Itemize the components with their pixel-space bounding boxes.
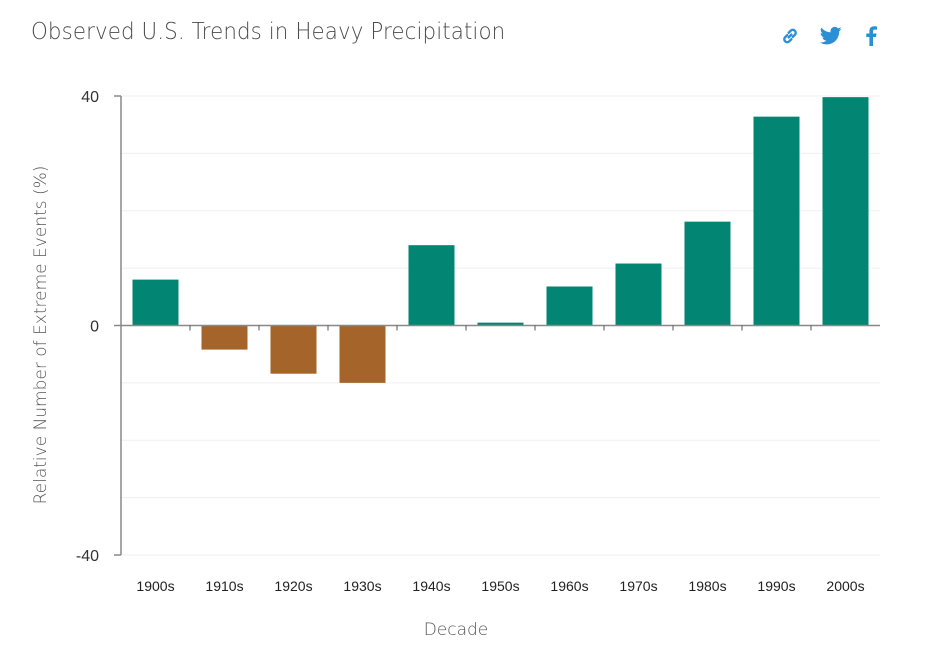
share-twitter-button[interactable] — [819, 24, 843, 48]
share-facebook-button[interactable] — [859, 24, 883, 48]
y-axis-title: Relative Number of Extreme Events (%) — [31, 166, 51, 505]
x-tick-labels: 1900s 1910s 1920s 1930s 1940s 1950s 1960s 1970s… — [136, 578, 864, 594]
x-tick-label: 1990s — [757, 578, 795, 594]
y-tick-label: -40 — [76, 548, 99, 565]
x-tick-label: 1920s — [274, 578, 312, 594]
bar-1980s — [684, 221, 731, 326]
link-icon — [783, 28, 797, 44]
x-tick-label: 1960s — [550, 578, 588, 594]
chart-title: Observed U.S. Trends in Heavy Precipitat… — [31, 19, 506, 45]
facebook-icon — [866, 26, 877, 46]
bar-1960s — [546, 286, 593, 326]
x-tick-label: 1940s — [412, 578, 450, 594]
bar-1910s — [201, 325, 248, 350]
x-tick-label: 1980s — [688, 578, 726, 594]
y-tick-label: 0 — [90, 319, 99, 336]
x-tick-label: 2000s — [826, 578, 864, 594]
bar-1900s — [132, 279, 179, 326]
bar-1990s — [753, 116, 800, 326]
x-tick-label: 1950s — [481, 578, 519, 594]
bar-1950s — [477, 322, 524, 326]
y-tick-label: 40 — [81, 89, 99, 106]
x-tick-label: 1900s — [136, 578, 174, 594]
bar-1920s — [270, 325, 317, 374]
share-link-button[interactable] — [778, 24, 802, 48]
bar-1970s — [615, 263, 662, 326]
axes — [114, 95, 880, 556]
bar-1940s — [408, 245, 455, 326]
bar-1930s — [339, 325, 386, 383]
x-axis-title: Decade — [424, 620, 489, 640]
twitter-icon — [820, 26, 842, 45]
bars — [132, 97, 869, 383]
x-tick-label: 1910s — [205, 578, 243, 594]
x-tick-label: 1970s — [619, 578, 657, 594]
x-tick-label: 1930s — [343, 578, 381, 594]
bar-2000s — [822, 97, 869, 326]
y-tick-labels: 40 0 -40 — [76, 89, 99, 565]
